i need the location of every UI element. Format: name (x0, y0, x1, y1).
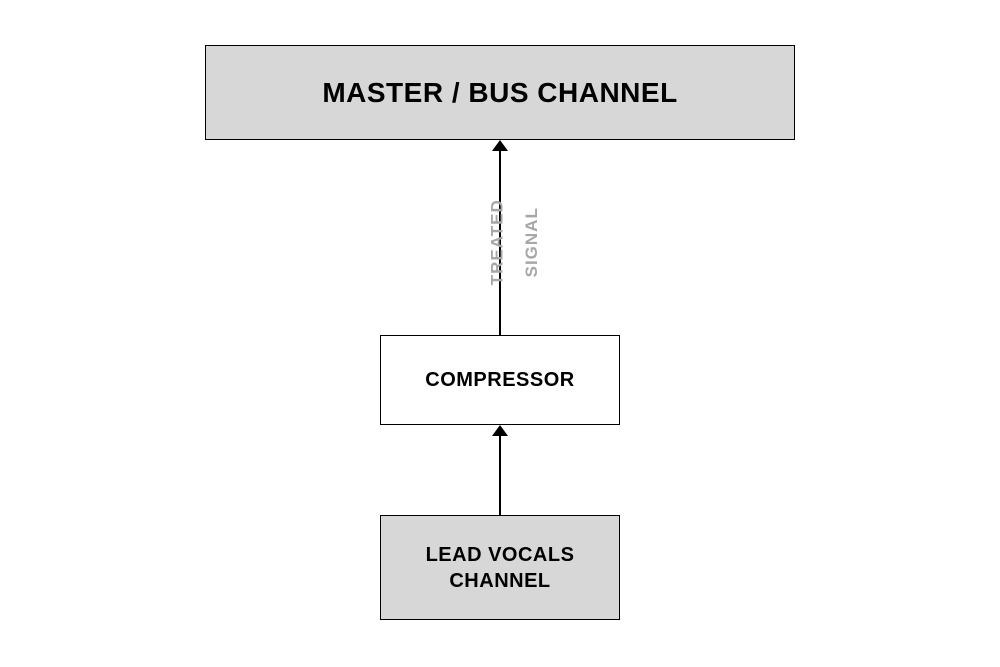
node-leadvocals-label: LEAD VOCALS CHANNEL (426, 542, 575, 594)
arrowhead-icon (492, 425, 508, 436)
node-compressor-label: COMPRESSOR (425, 369, 574, 392)
arrowhead-icon (492, 140, 508, 151)
edge-label-signal-text: SIGNAL (522, 207, 541, 277)
node-master-label: MASTER / BUS CHANNEL (322, 77, 677, 109)
edge-label-signal: SIGNAL (502, 207, 542, 289)
node-lead-vocals: LEAD VOCALS CHANNEL (380, 515, 620, 620)
node-compressor: COMPRESSOR (380, 335, 620, 425)
edge-leadvocals-to-compressor (499, 433, 501, 515)
node-master-bus: MASTER / BUS CHANNEL (205, 45, 795, 140)
